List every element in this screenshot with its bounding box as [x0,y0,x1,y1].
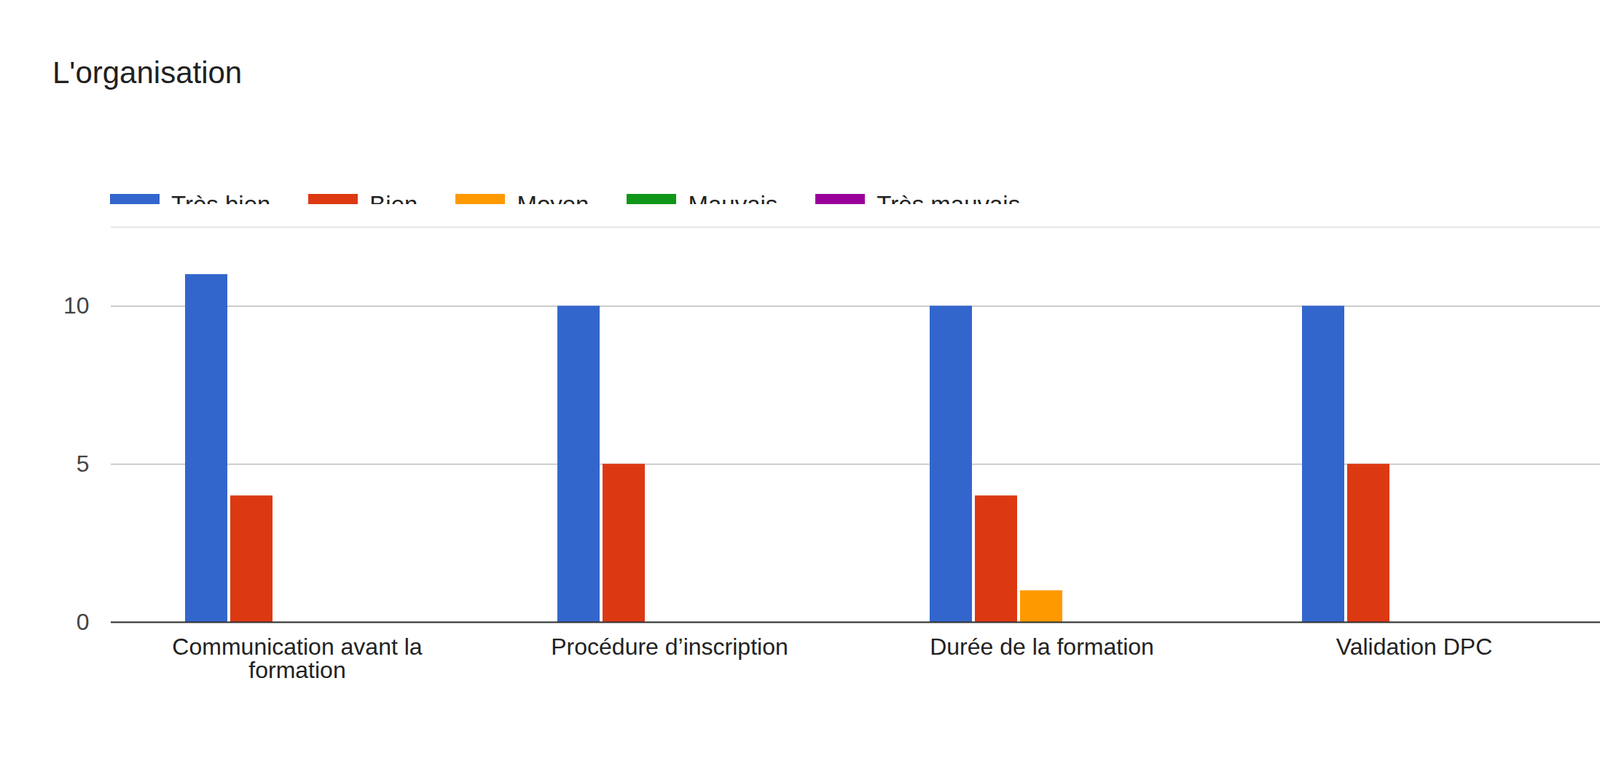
svg-text:Validation DPC: Validation DPC [1336,633,1493,660]
html-text:Mauvais: Mauvais [688,190,778,218]
svg-text:5: 5 [76,450,90,477]
html-text:Moyen: Moyen [516,190,590,218]
svg-text:Communication avant laformatio: Communication avant laformation [171,633,422,683]
html-text:L'organisation: L'organisation [52,55,243,90]
html-text:Très mauvais: Très mauvais [876,190,1021,218]
svg-text:Procédure d’inscription: Procédure d’inscription [550,633,789,660]
svg-text:10: 10 [63,292,90,319]
svg-text:0: 0 [76,608,90,635]
svg-text:Durée de la formation: Durée de la formation [929,633,1155,660]
html-text:Bien: Bien [369,190,418,218]
html-text:Très bien: Très bien [171,190,271,218]
